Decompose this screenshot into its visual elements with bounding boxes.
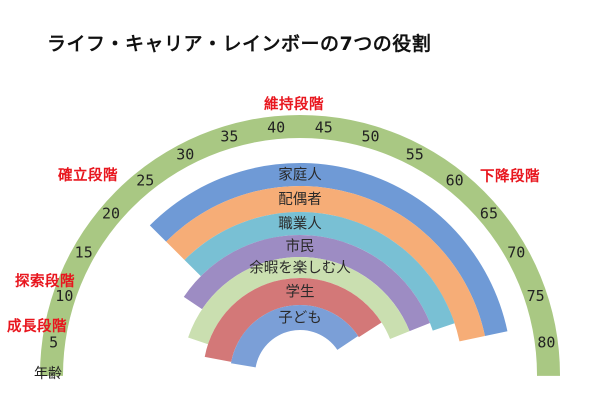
role-band-label: 余暇を楽しむ人: [249, 259, 351, 277]
age-tick-label: 45: [315, 119, 333, 137]
age-tick-label: 80: [537, 334, 555, 352]
age-tick-label: 55: [406, 146, 424, 164]
age-tick-label: 20: [102, 205, 120, 223]
role-band: [183, 235, 430, 332]
age-tick-label: 30: [176, 146, 194, 164]
role-band-label: 職業人: [278, 216, 322, 233]
role-band: [204, 278, 382, 362]
stage-label-growth: 成長段階: [7, 319, 67, 335]
role-band-label: 市民: [286, 238, 315, 255]
age-tick-label: 60: [446, 172, 464, 190]
age-tick-label: 25: [136, 172, 154, 190]
role-band: [184, 211, 455, 331]
role-band-label: 家庭人: [278, 167, 322, 184]
stage-label-maintenance: 維持段階: [264, 97, 324, 113]
role-band: [166, 186, 485, 342]
age-tick-label: 65: [480, 205, 498, 223]
age-tick-label: 70: [507, 244, 525, 262]
role-band-label: 子ども: [278, 310, 322, 327]
role-band-label: 学生: [286, 284, 315, 301]
role-band: [188, 257, 410, 345]
age-tick-label: 10: [55, 287, 73, 305]
stage-label-exploration: 探索段階: [15, 274, 75, 290]
stage-label-establishment: 確立段階: [58, 168, 118, 184]
stage-label-decline: 下降段階: [480, 169, 540, 185]
age-tick-label: 15: [75, 244, 93, 262]
age-tick-label: 35: [220, 128, 238, 146]
age-axis-label: 年齢: [34, 366, 62, 382]
role-band-label: 配偶者: [278, 191, 322, 208]
page-title: ライフ・キャリア・レインボーの7つの役割: [47, 33, 432, 55]
age-tick-label: 5: [49, 334, 58, 352]
age-tick-label: 75: [527, 287, 545, 305]
age-tick-label: 50: [362, 128, 380, 146]
age-ticks: 5 10 15 20 25 30 35 40 45 50 55 60 65 70 75 80: [49, 119, 555, 352]
role-band: [231, 305, 359, 368]
age-tick-label: 40: [267, 119, 285, 137]
role-bands: [149, 162, 508, 368]
role-band: [149, 162, 508, 337]
